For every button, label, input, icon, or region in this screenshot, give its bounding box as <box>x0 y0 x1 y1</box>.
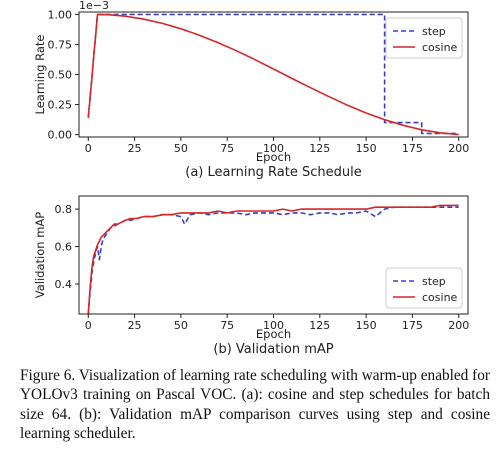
y-axis-label: Validation mAP <box>33 212 47 299</box>
legend: step cosine <box>385 267 463 309</box>
chart-validation-map: 0 25 50 75 100 125 150 175 200 0.4 0.6 0.8 Epoch Vali… <box>33 195 469 357</box>
legend-label-step: step <box>422 275 446 288</box>
x-tick-label: 200 <box>448 142 469 155</box>
x-tick-label: 125 <box>309 142 330 155</box>
figure-caption: Figure 6. Visualization of learning rate… <box>20 367 490 442</box>
series-line-cosine <box>87 13 459 136</box>
y-tick-label: 1.00 <box>48 8 73 21</box>
x-tick-label: 75 <box>220 142 234 155</box>
x-tick-label: 50 <box>174 319 188 332</box>
y-scale-label: 1e−3 <box>79 0 109 12</box>
sub-caption: (a) Learning Rate Schedule <box>185 165 362 180</box>
y-tick-label: 0.4 <box>55 278 73 291</box>
legend-label-cosine: cosine <box>422 291 458 304</box>
x-tick-label: 25 <box>128 142 142 155</box>
legend: step cosine <box>385 17 463 59</box>
y-tick-label: 0.6 <box>55 241 73 254</box>
x-tick-label: 150 <box>356 319 377 332</box>
x-tick-label: 0 <box>85 319 92 332</box>
y-tick-label: 0.8 <box>55 203 73 216</box>
y-tick-label: 0.00 <box>48 129 73 142</box>
x-tick-label: 0 <box>85 142 92 155</box>
legend-label-step: step <box>422 25 446 38</box>
x-axis-label: Epoch <box>256 327 291 341</box>
x-tick-label: 175 <box>402 142 423 155</box>
x-tick-label: 50 <box>174 142 188 155</box>
x-tick-label: 125 <box>309 319 330 332</box>
y-tick-label: 0.75 <box>48 38 73 51</box>
chart-learning-rate: 0 25 50 75 100 125 150 175 200 0.00 0.25 0.50 0.75 1.… <box>33 0 469 180</box>
x-axis-label: Epoch <box>256 150 291 164</box>
x-tick-label: 175 <box>402 319 423 332</box>
sub-caption: (b) Validation mAP <box>213 342 333 357</box>
y-axis-label: Learning Rate <box>33 35 47 115</box>
series-line-cosine <box>87 204 459 314</box>
y-tick-label: 0.25 <box>48 99 73 112</box>
x-tick-label: 150 <box>356 142 377 155</box>
x-tick-label: 100 <box>263 142 284 155</box>
legend-box <box>385 267 463 309</box>
x-tick-label: 75 <box>220 319 234 332</box>
legend-label-cosine: cosine <box>422 41 458 54</box>
legend-box <box>385 17 463 59</box>
series-line-step <box>87 206 459 314</box>
y-tick-label: 0.50 <box>48 69 73 82</box>
x-tick-label: 200 <box>448 319 469 332</box>
figure-canvas: 0 25 50 75 100 125 150 175 200 0.00 0.25 0.50 0.75 1.… <box>33 0 469 357</box>
x-tick-label: 100 <box>263 319 284 332</box>
x-tick-label: 25 <box>128 319 142 332</box>
